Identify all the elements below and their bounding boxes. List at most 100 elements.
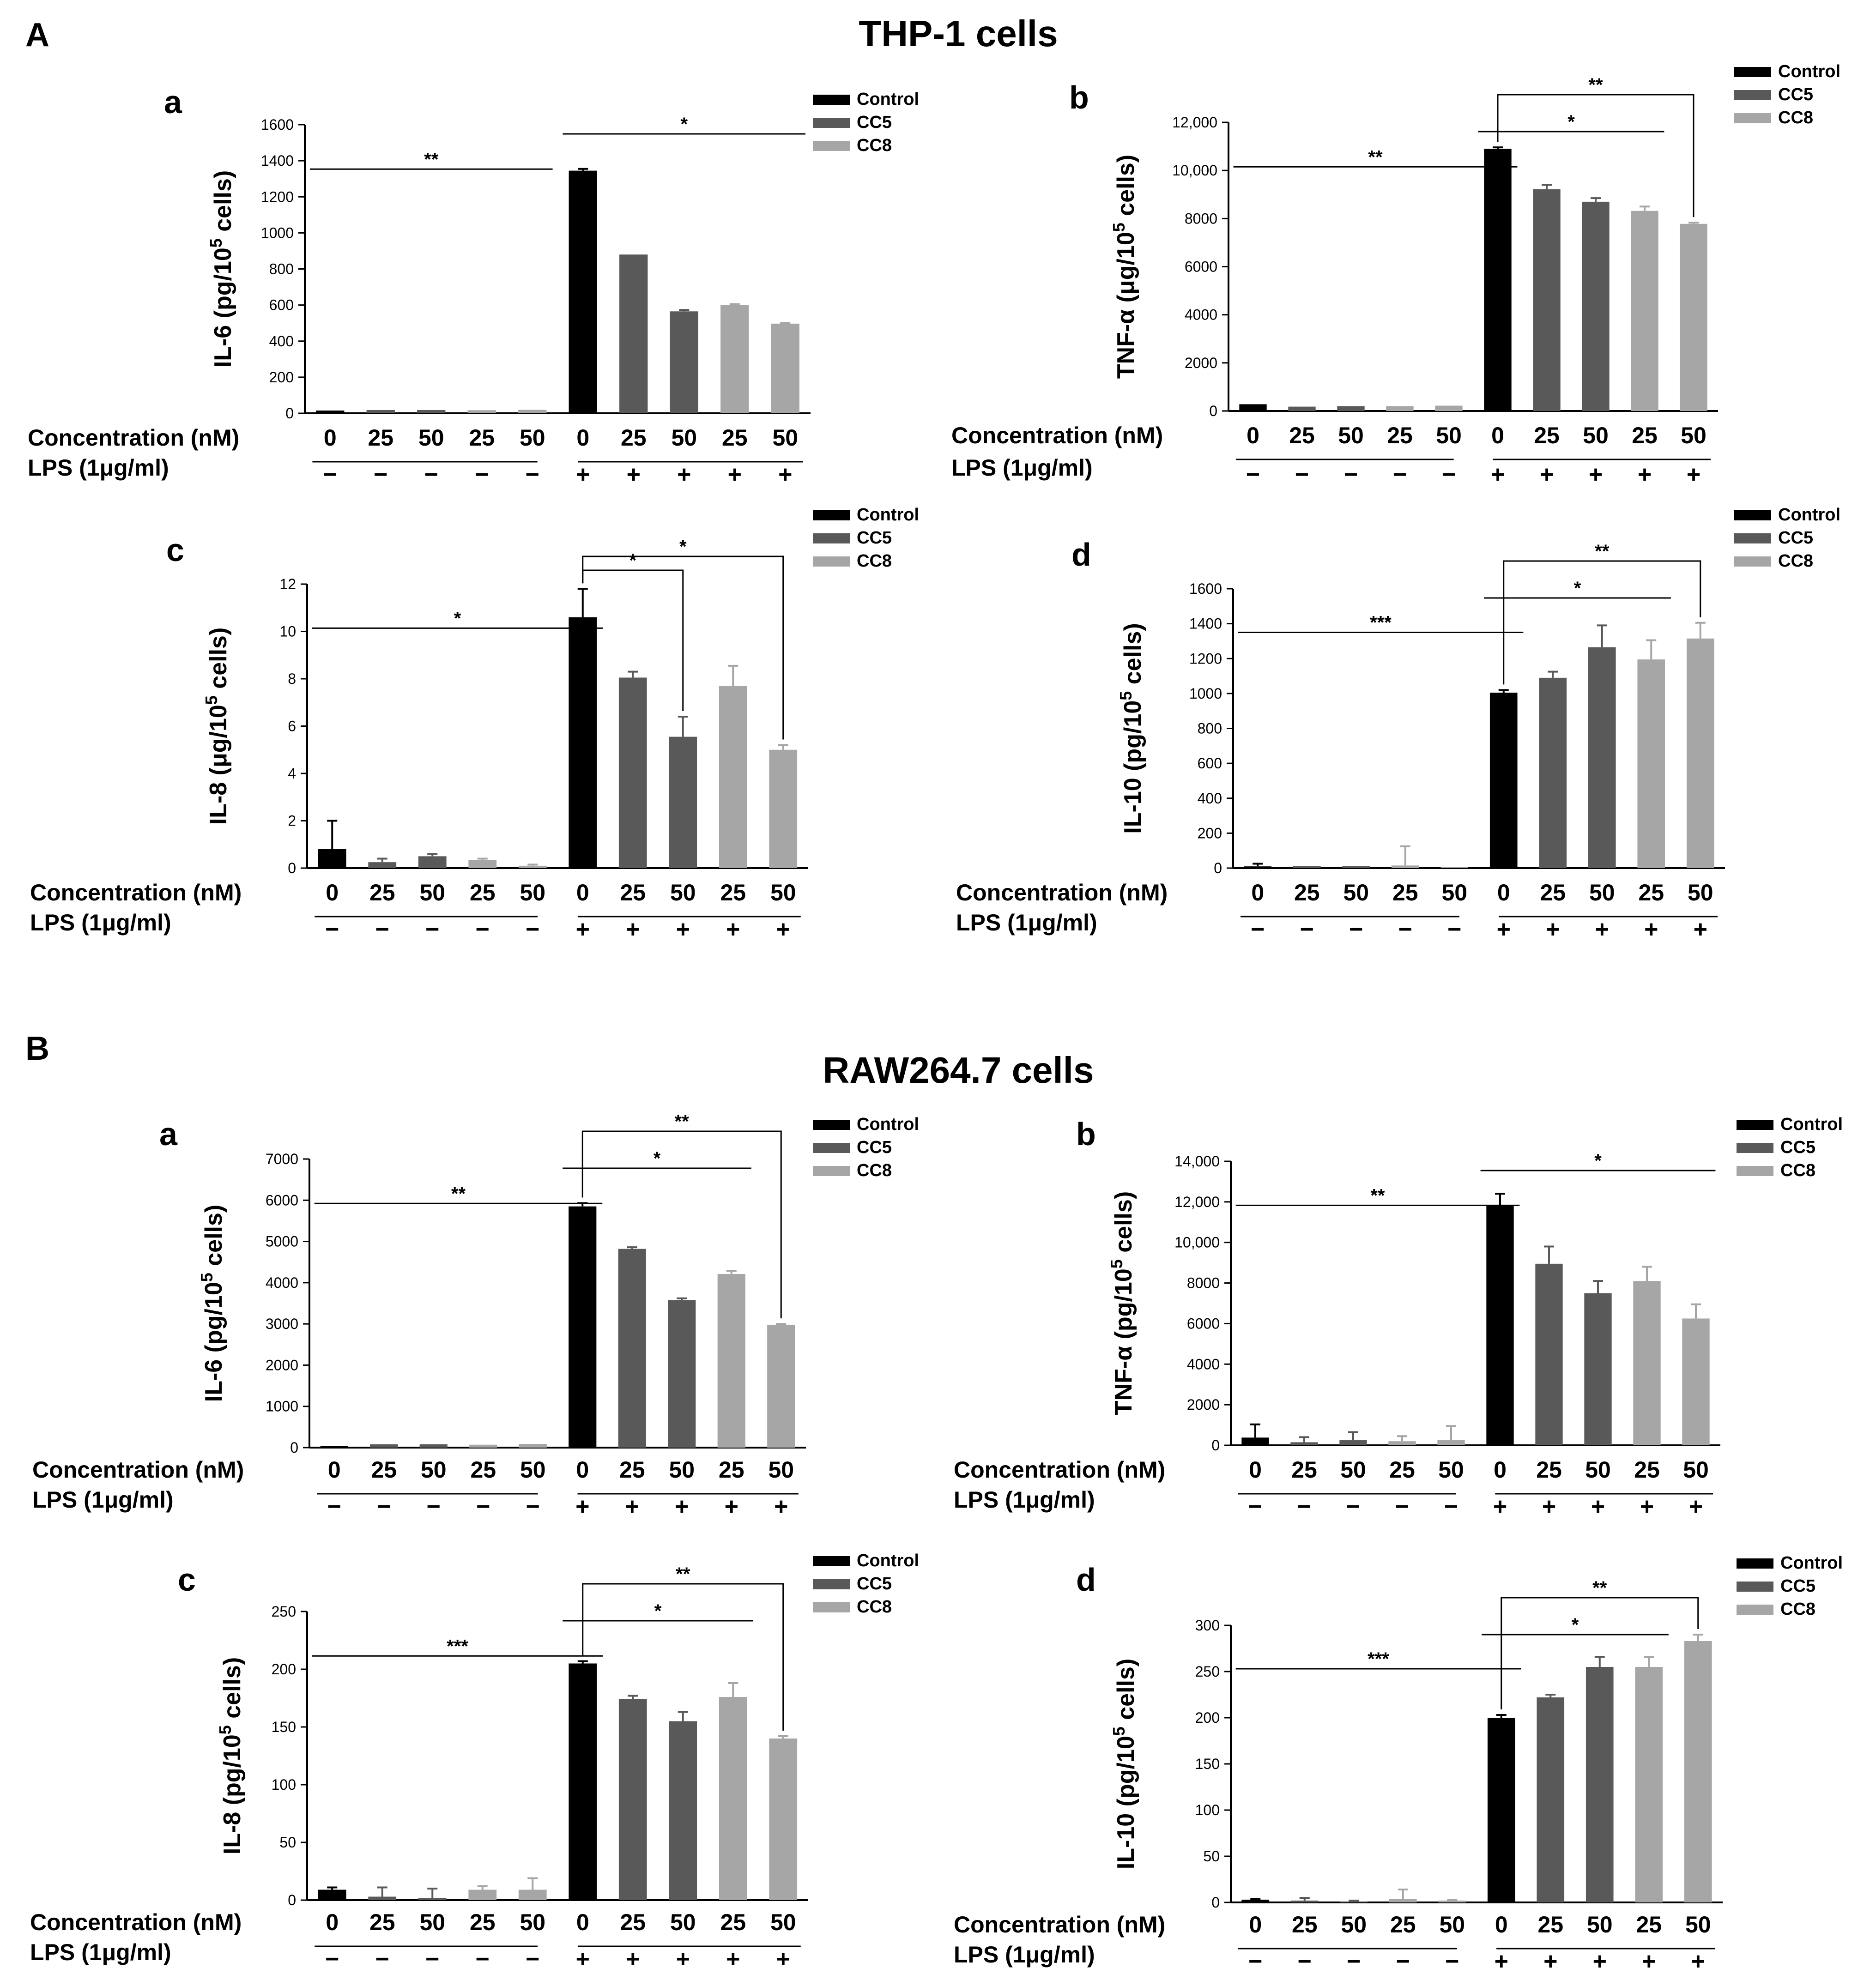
- bar: [719, 686, 747, 868]
- y-tick-label: 0: [288, 860, 296, 876]
- x-tick-label: 50: [418, 425, 444, 451]
- y-tick-label: 800: [269, 261, 294, 278]
- lps-sign: −: [427, 1493, 441, 1520]
- y-tick-label: 8000: [1185, 210, 1217, 227]
- x-tick-label: 25: [1537, 1912, 1563, 1938]
- y-axis-title: IL-6 (pg/105 cells): [197, 1205, 228, 1402]
- lps-sign: −: [526, 916, 539, 943]
- y-tick-label: 600: [1198, 755, 1222, 772]
- y-tick-label: 400: [1198, 790, 1222, 807]
- bar: [720, 305, 749, 413]
- y-tick-label: 6: [288, 718, 296, 735]
- chart-panel-a-b: b 0 2000 4000 6000 8000 10,000 12,000 TNF-α (μg/…: [951, 62, 1840, 488]
- bar: [669, 736, 697, 868]
- x-tick-label: 0: [576, 425, 589, 451]
- significance-stars: *: [1574, 578, 1581, 598]
- bar: [469, 1444, 497, 1448]
- x-tick-label: 25: [620, 1909, 646, 1935]
- x-tick-label: 50: [419, 880, 445, 905]
- x-tick-label: 25: [371, 1457, 397, 1483]
- bar: [518, 865, 547, 868]
- significance-bracket: [582, 555, 784, 740]
- y-tick-label: 400: [269, 333, 294, 350]
- y-tick-label: 2000: [266, 1357, 298, 1373]
- panel-letter: d: [1076, 1562, 1096, 1598]
- y-axis-title-main: IL-8 (μg/10: [205, 705, 232, 825]
- bar: [569, 617, 597, 868]
- panel-letter: c: [178, 1562, 196, 1598]
- legend-swatch: [813, 1143, 850, 1153]
- y-axis-title-main: TNF-α (pg/10: [1110, 1268, 1137, 1415]
- significance-stars: **: [1368, 147, 1383, 167]
- lps-sign: +: [1591, 1493, 1605, 1520]
- x-tick-label: 0: [326, 1909, 339, 1935]
- legend-swatch: [1737, 1143, 1773, 1153]
- y-axis-title-main: IL-10 (pg/10: [1113, 1736, 1139, 1869]
- bar: [1486, 1205, 1514, 1445]
- bar: [1241, 1437, 1269, 1445]
- y-axis-title-sup: 5: [202, 695, 221, 705]
- y-axis-title: TNF-α (μg/105 cells): [1109, 155, 1140, 379]
- bar: [1680, 223, 1707, 411]
- lps-sign: −: [1344, 461, 1358, 488]
- significance-bracket: [1503, 560, 1701, 685]
- bar: [1438, 1901, 1466, 1902]
- significance-stars: ***: [1368, 1649, 1389, 1669]
- concentration-label: Concentration (nM): [954, 1912, 1165, 1938]
- x-tick-label: 25: [720, 880, 746, 905]
- legend-label: CC8: [1780, 1600, 1815, 1619]
- bar: [771, 323, 799, 413]
- y-axis-title-sup: 5: [216, 1725, 235, 1734]
- x-tick-label: 50: [1683, 1457, 1709, 1483]
- y-tick-label: 1000: [261, 224, 294, 241]
- y-tick-label: 7000: [266, 1151, 298, 1167]
- y-tick-label: 1400: [1189, 616, 1222, 632]
- x-tick-label: 25: [369, 880, 395, 905]
- lps-sign: +: [1542, 1493, 1556, 1520]
- bar: [467, 410, 496, 413]
- lps-sign: −: [1251, 916, 1265, 943]
- x-tick-label: 50: [1583, 423, 1609, 448]
- lps-sign: −: [526, 1946, 539, 1973]
- lps-sign: +: [1495, 1948, 1508, 1975]
- y-axis-title-tail: cells): [1120, 623, 1146, 691]
- x-tick-label: 25: [722, 425, 748, 451]
- y-tick-label: 150: [1195, 1756, 1220, 1772]
- legend-label: Control: [1778, 505, 1840, 525]
- panel-letter: c: [166, 532, 184, 568]
- lps-sign: −: [1396, 1948, 1410, 1975]
- y-axis-title: TNF-α (pg/105 cells): [1107, 1191, 1138, 1415]
- lps-sign: +: [677, 461, 691, 488]
- significance-stars: *: [654, 1148, 661, 1169]
- lps-sign: +: [1497, 916, 1511, 943]
- significance-stars: *: [1594, 1151, 1602, 1171]
- y-tick-label: 8000: [1187, 1275, 1220, 1292]
- lps-sign: −: [1248, 1948, 1262, 1975]
- lps-sign: +: [1593, 1948, 1607, 1975]
- legend-swatch: [1734, 533, 1771, 543]
- significance-stars: *: [1572, 1615, 1579, 1635]
- x-tick-label: 25: [470, 1909, 496, 1935]
- lps-sign: +: [1546, 916, 1560, 943]
- y-axis-title-main: TNF-α (μg/10: [1113, 232, 1139, 379]
- y-axis-title-sup: 5: [1109, 223, 1128, 232]
- y-axis-title: IL-10 (pg/105 cells): [1109, 1659, 1140, 1869]
- bar: [1489, 692, 1518, 868]
- lps-sign: +: [1595, 916, 1609, 943]
- lps-sign: −: [1395, 1493, 1409, 1520]
- x-tick-label: 0: [1247, 423, 1259, 448]
- bar: [368, 1896, 397, 1900]
- significance-bracket: [582, 1583, 784, 1731]
- lps-sign: +: [576, 461, 590, 488]
- x-tick-label: 25: [1289, 423, 1315, 448]
- chart-panel-a-c: c 0 2 4 6 8 10 12 IL-8 (μg/105 cells) * * * Control C…: [30, 505, 919, 943]
- section-label-b: B: [25, 1030, 49, 1067]
- legend-swatch: [1734, 556, 1771, 567]
- bar: [370, 1444, 398, 1448]
- lps-sign: −: [374, 461, 387, 488]
- x-tick-label: 50: [669, 1457, 695, 1483]
- x-tick-label: 25: [720, 1909, 746, 1935]
- significance-stars: *: [679, 537, 687, 557]
- bar: [1633, 1281, 1661, 1445]
